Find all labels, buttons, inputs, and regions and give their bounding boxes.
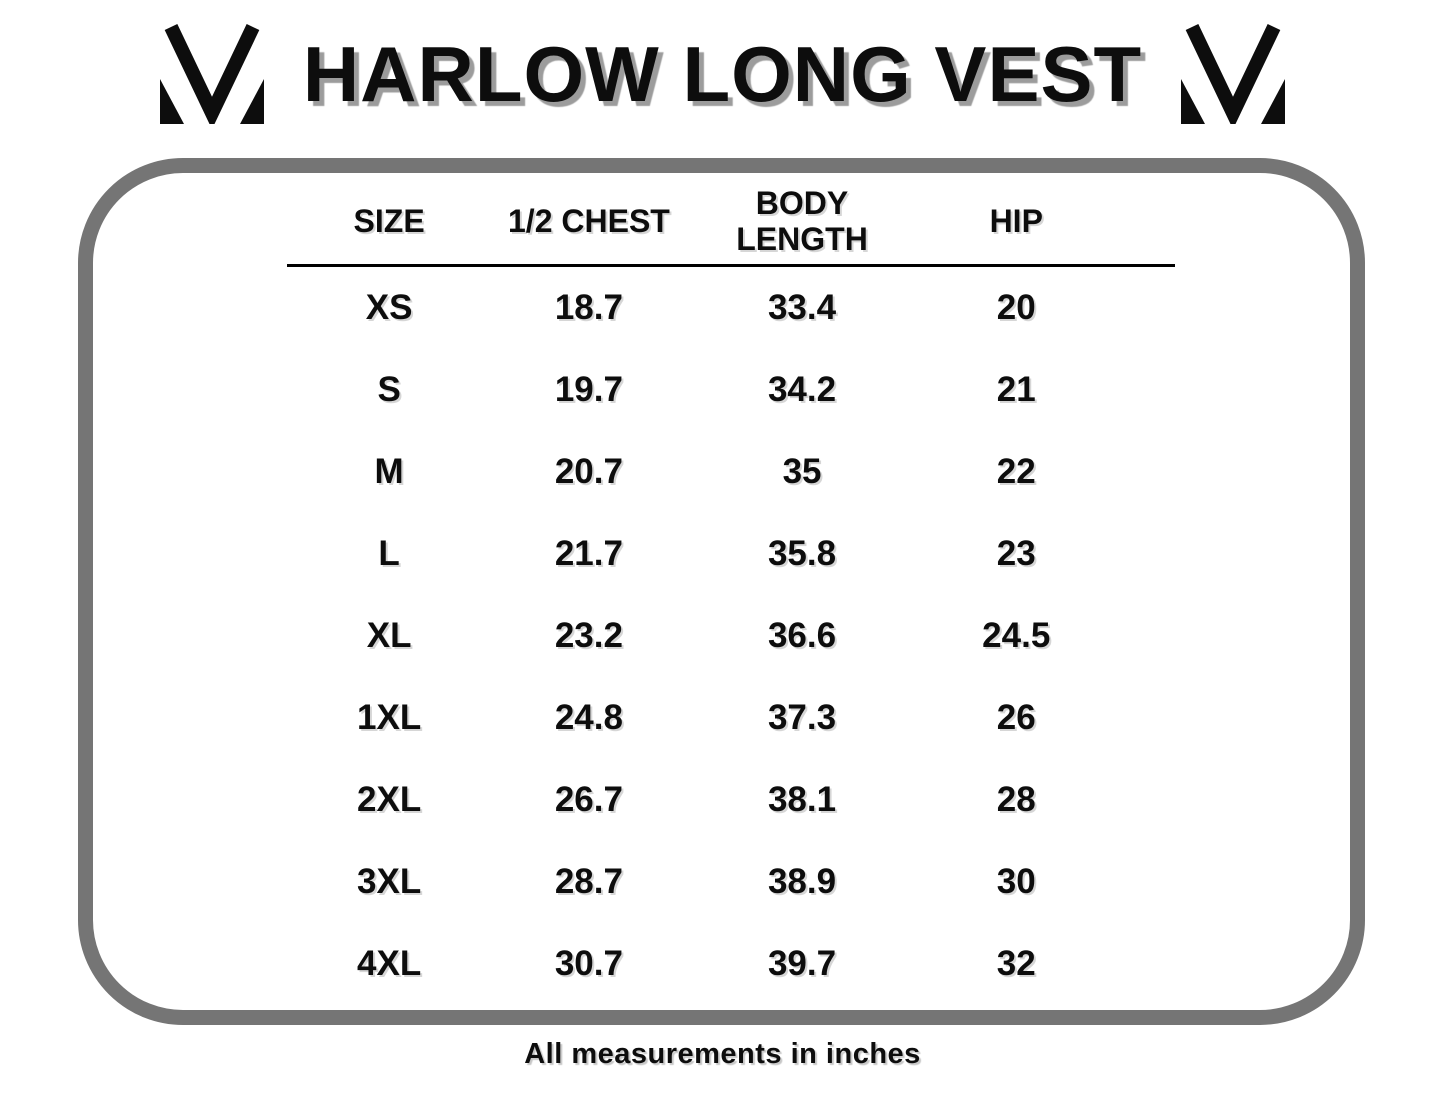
table-row-m: M 20.7 35 22 <box>287 431 1175 513</box>
half-chest-value: 21.7 <box>554 534 623 573</box>
hip-value: 24.5 <box>982 616 1051 655</box>
half-chest-value: 28.7 <box>554 862 623 901</box>
table-row-xl: XL 23.2 36.6 24.5 <box>287 595 1175 677</box>
hip-value: 23 <box>996 534 1036 573</box>
half-chest-value: 23.2 <box>554 616 623 655</box>
size-label: 1XL <box>357 698 422 737</box>
hip-value: 20 <box>996 288 1036 327</box>
body-length-value: 36.6 <box>767 616 837 655</box>
body-length-value: 38.1 <box>767 780 837 819</box>
half-chest-value: 26.7 <box>554 780 623 819</box>
body-length-value: 37.3 <box>767 698 837 737</box>
table-row-3xl: 3XL 28.7 38.9 30 <box>287 841 1175 923</box>
hip-value: 22 <box>996 452 1036 491</box>
size-label: S <box>377 370 401 409</box>
table-row-xs: XS 18.7 33.4 20 <box>287 266 1175 350</box>
table-row-4xl: 4XL 30.7 39.7 32 <box>287 923 1175 1005</box>
column-header-hip: HIP <box>917 180 1175 267</box>
size-label: XS <box>365 288 413 327</box>
hip-value: 26 <box>996 698 1036 737</box>
half-chest-value: 18.7 <box>554 288 623 327</box>
table-row-1xl: 1XL 24.8 37.3 26 <box>287 677 1175 759</box>
brand-m-logo-right-icon <box>1181 24 1286 124</box>
header: HARLOW LONG VEST <box>0 24 1445 124</box>
header-row: SIZE 1/2 CHEST BODY LENGTH HIP <box>287 180 1175 267</box>
hip-value: 21 <box>996 370 1036 409</box>
size-label: 3XL <box>357 862 422 901</box>
body-length-value: 38.9 <box>767 862 837 901</box>
hip-value: 30 <box>996 862 1036 901</box>
half-chest-value: 24.8 <box>554 698 623 737</box>
column-header-body-length: BODY LENGTH <box>686 180 918 267</box>
hip-value: 32 <box>996 944 1036 983</box>
half-chest-value: 19.7 <box>554 370 623 409</box>
body-length-value: 34.2 <box>767 370 837 409</box>
body-length-value: 39.7 <box>767 944 837 983</box>
size-label: L <box>378 534 400 573</box>
chart-frame <box>78 158 1365 1025</box>
page-title: HARLOW LONG VEST <box>302 29 1143 118</box>
half-chest-value: 30.7 <box>554 944 623 983</box>
size-table: SIZE 1/2 CHEST BODY LENGTH HIP XS 18.7 3… <box>287 180 1175 1005</box>
brand-m-logo-left-icon <box>159 24 264 124</box>
half-chest-value: 20.7 <box>554 452 623 491</box>
measurements-note: All measurements in inches <box>524 1038 921 1070</box>
column-header-half-chest: 1/2 CHEST <box>491 180 687 267</box>
table-row-2xl: 2XL 26.7 38.1 28 <box>287 759 1175 841</box>
table-row-l: L 21.7 35.8 23 <box>287 513 1175 595</box>
size-table-header: SIZE 1/2 CHEST BODY LENGTH HIP <box>287 180 1175 267</box>
table-row-s: S 19.7 34.2 21 <box>287 349 1175 431</box>
column-header-size: SIZE <box>287 180 492 267</box>
hip-value: 28 <box>996 780 1036 819</box>
size-label: 2XL <box>357 780 422 819</box>
size-label: 4XL <box>357 944 422 983</box>
size-label: M <box>374 452 404 491</box>
size-label: XL <box>366 616 412 655</box>
body-length-value: 35.8 <box>767 534 837 573</box>
body-length-value: 33.4 <box>767 288 837 327</box>
body-length-value: 35 <box>782 452 822 491</box>
